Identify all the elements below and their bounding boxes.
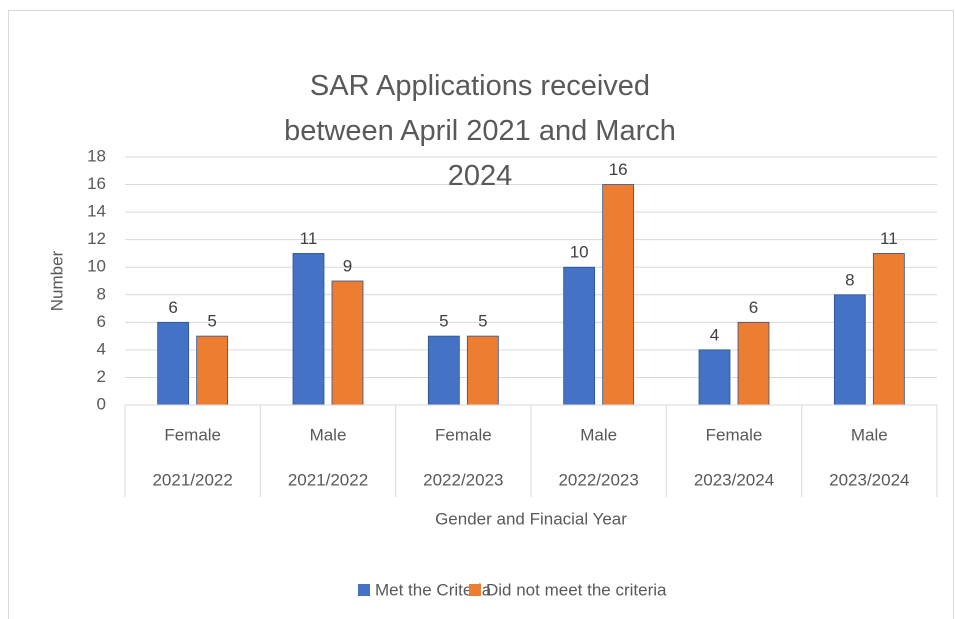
data-label: 8 — [845, 270, 854, 289]
bar — [602, 184, 635, 406]
data-label: 11 — [880, 229, 898, 248]
y-tick-label: 8 — [97, 284, 106, 303]
y-tick-label: 16 — [87, 174, 106, 193]
data-label: 16 — [609, 160, 628, 179]
legend-label: Met the Criteria — [375, 580, 492, 599]
data-label: 6 — [168, 298, 177, 317]
x-group-label: 2023/2024 — [694, 470, 774, 489]
bar — [427, 335, 460, 406]
x-tick-label: Male — [580, 425, 617, 444]
x-group-label: 2021/2022 — [152, 470, 232, 489]
data-label: 5 — [439, 312, 448, 331]
y-tick-label: 10 — [87, 257, 106, 276]
bar — [698, 349, 731, 406]
data-label: 4 — [710, 325, 719, 344]
y-tick-label: 18 — [87, 146, 106, 165]
bar — [331, 280, 364, 406]
bar — [833, 294, 866, 406]
bar — [157, 321, 190, 406]
x-tick-label: Female — [164, 425, 221, 444]
x-group-label: 2023/2024 — [829, 470, 909, 489]
data-label: 10 — [570, 243, 589, 262]
y-tick-label: 4 — [97, 339, 106, 358]
y-tick-label: 14 — [87, 202, 106, 221]
x-tick-label: Female — [435, 425, 492, 444]
data-label: 5 — [207, 312, 216, 331]
bar — [196, 335, 229, 406]
legend-label: Did not meet the criteria — [486, 580, 667, 599]
chart-title: SAR Applications received between April … — [284, 70, 676, 192]
x-group-label: 2022/2023 — [558, 470, 638, 489]
y-tick-label: 2 — [97, 367, 106, 386]
data-label: 6 — [749, 298, 758, 317]
data-label: 9 — [343, 256, 352, 275]
data-label: 5 — [478, 312, 487, 331]
x-tick-label: Male — [310, 425, 347, 444]
y-tick-label: 6 — [97, 312, 106, 331]
y-axis-title: Number — [47, 250, 66, 311]
bar — [737, 321, 770, 406]
bar — [292, 253, 325, 406]
y-tick-label: 0 — [97, 394, 106, 413]
x-tick-label: Female — [706, 425, 763, 444]
x-tick-label: Male — [851, 425, 888, 444]
x-axis-title: Gender and Finacial Year — [435, 509, 627, 528]
bar — [466, 335, 499, 406]
y-tick-label: 12 — [87, 229, 106, 248]
legend-swatch — [469, 584, 481, 596]
data-label: 11 — [300, 229, 318, 248]
chart-border — [8, 10, 954, 619]
x-group-label: 2022/2023 — [423, 470, 503, 489]
legend-swatch — [358, 584, 370, 596]
bar — [563, 266, 596, 406]
x-group-label: 2021/2022 — [288, 470, 368, 489]
bar — [872, 253, 905, 406]
